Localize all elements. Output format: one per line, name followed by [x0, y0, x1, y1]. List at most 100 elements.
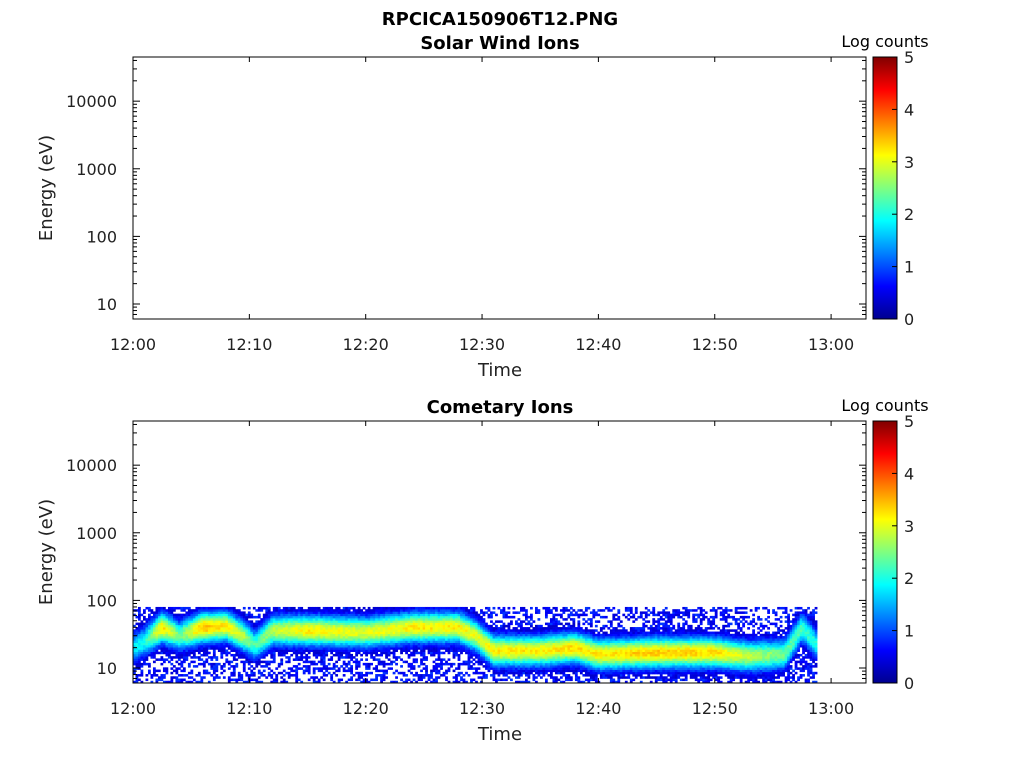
heatmap-cell	[167, 649, 171, 652]
heatmap-cell	[297, 618, 301, 621]
heatmap-cell	[520, 622, 523, 626]
heatmap-cell	[547, 674, 551, 677]
heatmap-cell	[437, 615, 441, 619]
heatmap-cell	[190, 627, 194, 630]
heatmap-cell	[222, 640, 226, 644]
heatmap-cell	[287, 627, 291, 630]
heatmap-cell	[200, 676, 204, 679]
heatmap-cell	[272, 680, 276, 684]
heatmap-cell	[285, 647, 289, 650]
heatmap-cell	[332, 613, 336, 617]
heatmap-cell	[275, 674, 279, 677]
heatmap-cell	[292, 622, 296, 626]
heatmap-cell	[557, 633, 561, 637]
heatmap-cell	[382, 676, 386, 679]
heatmap-cell	[589, 671, 593, 675]
heatmap-cell	[539, 631, 543, 635]
heatmap-cell	[280, 631, 284, 635]
heatmap-cell	[302, 638, 306, 641]
heatmap-cell	[370, 638, 373, 641]
heatmap-cell	[432, 680, 436, 684]
heatmap-cell	[347, 647, 351, 650]
heatmap-cell	[297, 678, 301, 682]
heatmap-cell	[390, 660, 393, 664]
heatmap-cell	[270, 638, 274, 641]
heatmap-cell	[367, 615, 371, 619]
heatmap-cell	[490, 649, 493, 652]
heatmap-cell	[525, 640, 528, 644]
heatmap-cell	[330, 633, 334, 637]
y-tick-label: 100	[86, 227, 117, 246]
heatmap-cell	[187, 653, 191, 657]
heatmap-cell	[470, 618, 473, 621]
heatmap-cell	[347, 678, 351, 682]
heatmap-cell	[559, 627, 563, 630]
heatmap-cell	[277, 618, 281, 621]
heatmap-cell	[542, 656, 546, 659]
heatmap-cell	[142, 662, 146, 666]
heatmap-cell	[300, 615, 304, 619]
heatmap-cell	[220, 627, 224, 630]
heatmap-cell	[457, 622, 461, 626]
heatmap-cell	[457, 615, 461, 619]
heatmap-cell	[502, 633, 506, 637]
heatmap-cell	[397, 622, 401, 626]
heatmap-cell	[215, 618, 219, 621]
heatmap-cell	[305, 644, 309, 648]
heatmap-cell	[290, 667, 294, 670]
heatmap-cell	[442, 636, 446, 639]
heatmap-cell	[422, 615, 426, 619]
heatmap-cell	[502, 651, 506, 655]
heatmap-cell	[579, 649, 583, 652]
heatmap-cell	[442, 638, 446, 641]
heatmap-cell	[497, 631, 501, 635]
heatmap-cell	[285, 660, 289, 664]
heatmap-cell	[302, 644, 306, 648]
heatmap-cell	[307, 611, 311, 614]
heatmap-cell	[342, 627, 346, 630]
heatmap-cell	[564, 627, 568, 630]
heatmap-cell	[594, 665, 598, 668]
heatmap-cell	[502, 653, 506, 657]
heatmap-cell	[592, 633, 596, 637]
heatmap-cell	[185, 618, 189, 621]
heatmap-cell	[185, 649, 189, 652]
heatmap-cell	[450, 622, 453, 626]
heatmap-cell	[537, 658, 541, 661]
heatmap-cell	[470, 653, 473, 657]
heatmap-cell	[270, 642, 274, 646]
heatmap-cell	[247, 638, 251, 641]
heatmap-cell	[594, 678, 598, 682]
heatmap-cell	[330, 622, 334, 626]
heatmap-cell	[230, 640, 234, 644]
heatmap-cell	[297, 638, 301, 641]
heatmap-cell	[157, 647, 161, 650]
heatmap-cell	[490, 653, 493, 657]
heatmap-cell	[577, 667, 581, 670]
heatmap-cell	[197, 642, 201, 646]
heatmap-cell	[375, 613, 378, 617]
heatmap-cell	[340, 615, 344, 619]
heatmap-cell	[542, 638, 546, 641]
heatmap-cell	[425, 609, 428, 612]
heatmap-cell	[150, 615, 154, 619]
heatmap-cell	[467, 638, 471, 641]
heatmap-cell	[155, 611, 159, 614]
heatmap-cell	[302, 642, 306, 646]
heatmap-cell	[485, 633, 488, 637]
heatmap-cell	[390, 667, 393, 670]
heatmap-cell	[377, 653, 381, 657]
heatmap-cell	[467, 665, 471, 668]
heatmap-cell	[549, 640, 553, 644]
heatmap-cell	[552, 667, 556, 670]
heatmap-cell	[247, 676, 251, 679]
heatmap-cell	[325, 633, 329, 637]
heatmap-cell	[330, 629, 334, 632]
heatmap-cell	[437, 649, 441, 652]
heatmap-cell	[162, 649, 166, 652]
heatmap-cell	[235, 638, 239, 641]
heatmap-cell	[320, 613, 324, 617]
heatmap-cell	[197, 662, 201, 666]
heatmap-cell	[342, 613, 346, 617]
heatmap-cell	[250, 640, 254, 644]
